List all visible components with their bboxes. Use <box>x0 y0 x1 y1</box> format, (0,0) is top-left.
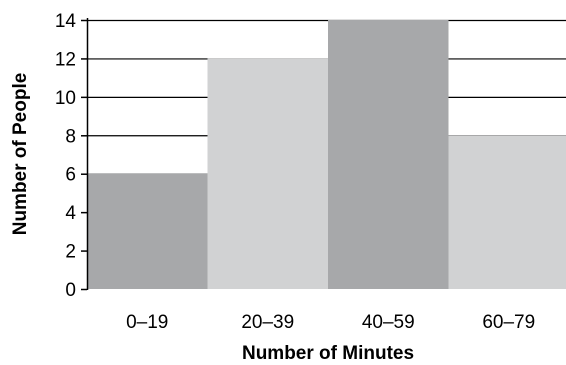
x-tick-label: 20–39 <box>241 312 294 333</box>
x-tick-label: 60–79 <box>482 312 535 333</box>
y-tick-label: 2 <box>65 242 76 263</box>
y-tick-label: 14 <box>55 11 77 32</box>
y-tick-label: 12 <box>55 49 76 70</box>
bar <box>87 173 208 289</box>
y-tick-labels: 0 2 4 6 8 10 12 14 <box>55 11 77 301</box>
x-tick-label: 40–59 <box>362 312 415 333</box>
y-tick-label: 4 <box>65 203 76 224</box>
bar <box>448 135 566 289</box>
x-tick-labels: 0–19 20–39 40–59 60–79 <box>126 312 535 333</box>
bar <box>328 20 449 289</box>
bars <box>87 20 566 289</box>
x-tick-label: 0–19 <box>126 312 168 333</box>
y-axis-title: Number of People <box>10 73 31 236</box>
x-axis-title: Number of Minutes <box>242 343 414 364</box>
y-tick-label: 6 <box>65 165 76 186</box>
y-tick-label: 0 <box>65 280 76 301</box>
bar <box>207 58 328 289</box>
y-tick-label: 10 <box>55 88 76 109</box>
axes <box>81 18 89 291</box>
y-tick-label: 8 <box>65 126 76 147</box>
